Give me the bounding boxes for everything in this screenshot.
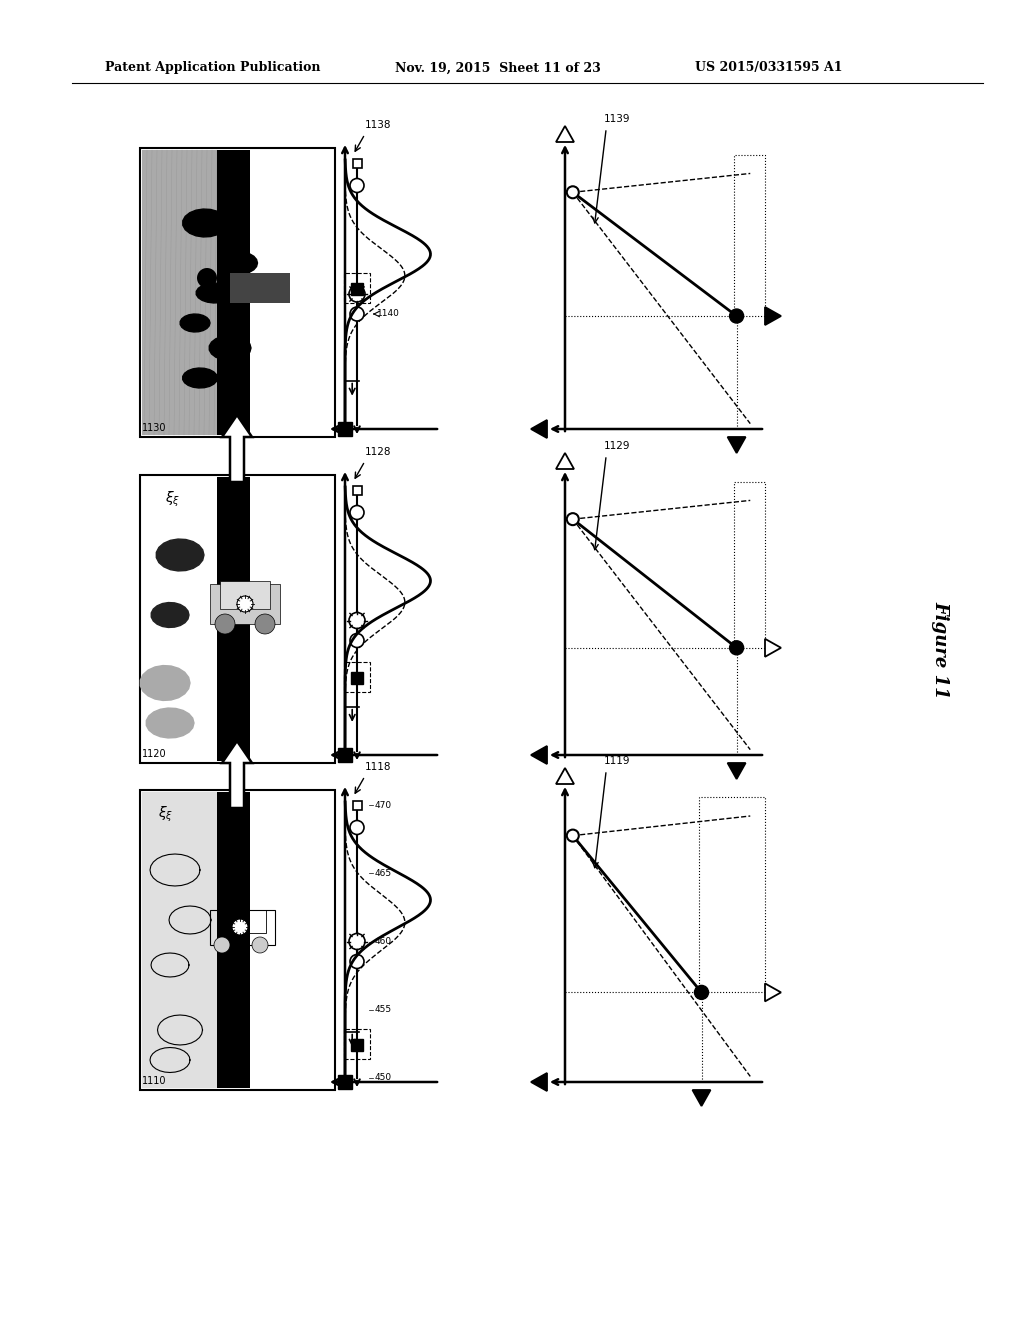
Circle shape — [349, 933, 365, 949]
FancyArrow shape — [222, 741, 252, 808]
Text: 1140: 1140 — [377, 309, 400, 318]
Bar — [351, 282, 362, 294]
Polygon shape — [765, 983, 781, 1002]
Polygon shape — [182, 368, 217, 388]
Bar — [344, 273, 370, 302]
Bar — [250, 477, 333, 762]
Bar — [338, 1074, 352, 1089]
Text: Nov. 19, 2015  Sheet 11 of 23: Nov. 19, 2015 Sheet 11 of 23 — [395, 62, 601, 74]
Polygon shape — [180, 314, 210, 331]
Polygon shape — [531, 420, 547, 438]
Circle shape — [567, 186, 579, 198]
Circle shape — [350, 821, 364, 834]
Bar — [217, 150, 250, 436]
Text: 1138: 1138 — [365, 120, 391, 129]
Circle shape — [694, 986, 709, 999]
Circle shape — [237, 597, 253, 612]
Polygon shape — [223, 252, 257, 275]
Bar — [217, 477, 250, 762]
Bar — [210, 583, 280, 624]
Circle shape — [567, 829, 579, 842]
Bar — [351, 672, 362, 684]
Bar — [338, 748, 352, 762]
Bar — [250, 792, 333, 1088]
Polygon shape — [183, 209, 227, 238]
Bar — [218, 909, 266, 933]
Circle shape — [350, 308, 364, 321]
Text: 455: 455 — [375, 1006, 392, 1014]
Polygon shape — [728, 763, 745, 779]
Text: 1139: 1139 — [604, 114, 631, 124]
Text: 1119: 1119 — [604, 756, 631, 766]
Polygon shape — [556, 453, 574, 469]
Text: 450: 450 — [375, 1073, 392, 1082]
Text: Figure 11: Figure 11 — [931, 601, 949, 698]
Circle shape — [350, 954, 364, 969]
Polygon shape — [197, 282, 234, 304]
Polygon shape — [728, 437, 745, 453]
Bar — [140, 148, 335, 437]
Circle shape — [350, 506, 364, 520]
Bar — [344, 1030, 370, 1059]
Polygon shape — [692, 1090, 711, 1106]
Circle shape — [215, 614, 234, 634]
Bar — [250, 150, 333, 436]
Bar — [217, 792, 250, 1088]
Polygon shape — [765, 308, 781, 325]
Bar — [140, 789, 335, 1090]
Polygon shape — [146, 708, 194, 738]
Polygon shape — [556, 768, 574, 784]
Bar — [351, 1039, 362, 1051]
Polygon shape — [209, 335, 251, 360]
Text: 1110: 1110 — [142, 1076, 167, 1086]
Bar — [733, 154, 765, 315]
Circle shape — [255, 614, 275, 634]
Circle shape — [214, 937, 230, 953]
FancyArrow shape — [222, 414, 252, 482]
Text: 460: 460 — [375, 937, 392, 946]
Bar — [142, 477, 276, 762]
Polygon shape — [152, 602, 189, 627]
Text: 470: 470 — [375, 800, 392, 809]
Circle shape — [729, 309, 743, 323]
Polygon shape — [765, 639, 781, 657]
Bar — [352, 486, 361, 495]
Text: 1129: 1129 — [604, 441, 631, 451]
Polygon shape — [531, 1073, 547, 1092]
Bar — [733, 482, 765, 648]
Bar — [230, 273, 290, 304]
Text: 465: 465 — [375, 869, 392, 878]
Text: US 2015/0331595 A1: US 2015/0331595 A1 — [695, 62, 843, 74]
Circle shape — [349, 286, 365, 302]
Circle shape — [350, 634, 364, 648]
Circle shape — [197, 268, 217, 288]
Text: 1128: 1128 — [365, 447, 391, 457]
Circle shape — [350, 178, 364, 193]
Circle shape — [252, 937, 268, 953]
Bar — [352, 158, 361, 168]
Bar — [338, 422, 352, 436]
Text: 1130: 1130 — [142, 422, 167, 433]
Circle shape — [729, 640, 743, 655]
Text: $\xi_\xi$: $\xi_\xi$ — [158, 805, 173, 825]
Circle shape — [349, 612, 365, 628]
Text: 1118: 1118 — [365, 762, 391, 772]
Bar — [344, 661, 370, 692]
Bar — [220, 581, 270, 609]
Bar — [142, 150, 276, 436]
Bar — [140, 475, 335, 763]
Circle shape — [232, 919, 248, 935]
Bar — [142, 792, 276, 1088]
Bar — [698, 797, 765, 993]
Polygon shape — [531, 746, 547, 764]
Polygon shape — [556, 125, 574, 143]
Text: Patent Application Publication: Patent Application Publication — [105, 62, 321, 74]
Polygon shape — [140, 665, 190, 701]
Bar — [210, 909, 275, 945]
Circle shape — [567, 513, 579, 525]
Text: $\xi_\xi$: $\xi_\xi$ — [165, 490, 180, 510]
Bar — [352, 800, 361, 809]
Text: 1120: 1120 — [142, 748, 167, 759]
Polygon shape — [157, 539, 204, 572]
